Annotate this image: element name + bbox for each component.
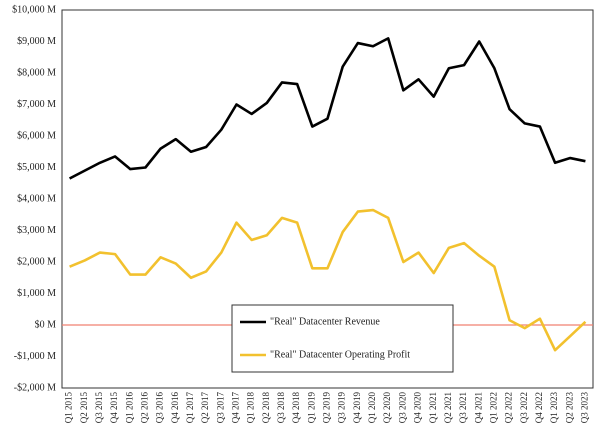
legend-label: "Real" Datacenter Revenue [270,316,380,327]
x-tick-label: Q3 2019 [337,392,347,424]
x-tick-label: Q2 2019 [322,392,332,424]
y-tick-label: $3,000 M [17,225,56,236]
x-tick-label: Q1 2015 [64,392,74,424]
y-tick-label: $6,000 M [17,130,56,141]
x-tick-label: Q3 2016 [155,392,165,424]
x-tick-label: Q2 2015 [79,392,89,424]
x-tick-label: Q2 2023 [564,392,574,424]
y-tick-label: $5,000 M [17,162,56,173]
plot-frame [61,9,594,389]
y-tick-label: $9,000 M [17,36,56,47]
series-line [68,37,586,180]
x-tick-label: Q3 2020 [397,392,407,424]
x-tick-label: Q4 2015 [109,392,119,424]
legend-label: "Real" Datacenter Operating Profit [270,349,410,360]
x-tick-label: Q3 2015 [94,392,104,424]
y-tick-label: $4,000 M [17,193,56,204]
x-tick-label: Q4 2021 [473,392,483,423]
x-tick-label: Q3 2017 [215,392,225,424]
x-tick-label: Q1 2017 [185,392,195,424]
x-tick-label: Q1 2016 [124,392,134,424]
x-tick-label: Q2 2016 [140,392,150,424]
y-tick-label: $8,000 M [17,67,56,78]
y-tick-label: -$1,000 M [14,351,56,362]
x-tick-label: Q1 2019 [306,392,316,424]
x-tick-label: Q1 2022 [488,392,498,423]
y-tick-label: $0 M [35,319,57,330]
legend-box [231,304,454,373]
x-tick-label: Q1 2023 [549,392,559,424]
x-tick-label: Q3 2022 [519,392,529,423]
x-tick-label: Q1 2020 [367,392,377,424]
x-tick-label: Q4 2020 [413,392,423,424]
x-tick-label: Q4 2022 [534,392,544,423]
x-tick-label: Q2 2022 [504,392,514,423]
y-tick-label: $10,000 M [12,4,56,15]
y-tick-label: $7,000 M [17,99,56,110]
y-tick-label: $1,000 M [17,288,56,299]
y-tick-label: $2,000 M [17,256,56,267]
x-tick-label: Q3 2021 [458,392,468,423]
x-tick-label: Q4 2019 [352,392,362,424]
x-tick-label: Q4 2017 [231,392,241,424]
x-tick-label: Q4 2018 [291,392,301,424]
x-tick-label: Q3 2018 [276,392,286,424]
x-tick-label: Q1 2021 [428,392,438,423]
x-tick-label: Q2 2017 [200,392,210,424]
x-tick-label: Q2 2018 [261,392,271,424]
x-tick-label: Q1 2018 [246,392,256,424]
x-tick-label: Q2 2020 [382,392,392,424]
x-tick-label: Q4 2016 [170,392,180,424]
y-tick-label: -$2,000 M [14,382,56,393]
x-tick-label: Q3 2023 [579,392,589,424]
x-tick-label: Q2 2021 [443,392,453,423]
series-line [69,208,587,352]
